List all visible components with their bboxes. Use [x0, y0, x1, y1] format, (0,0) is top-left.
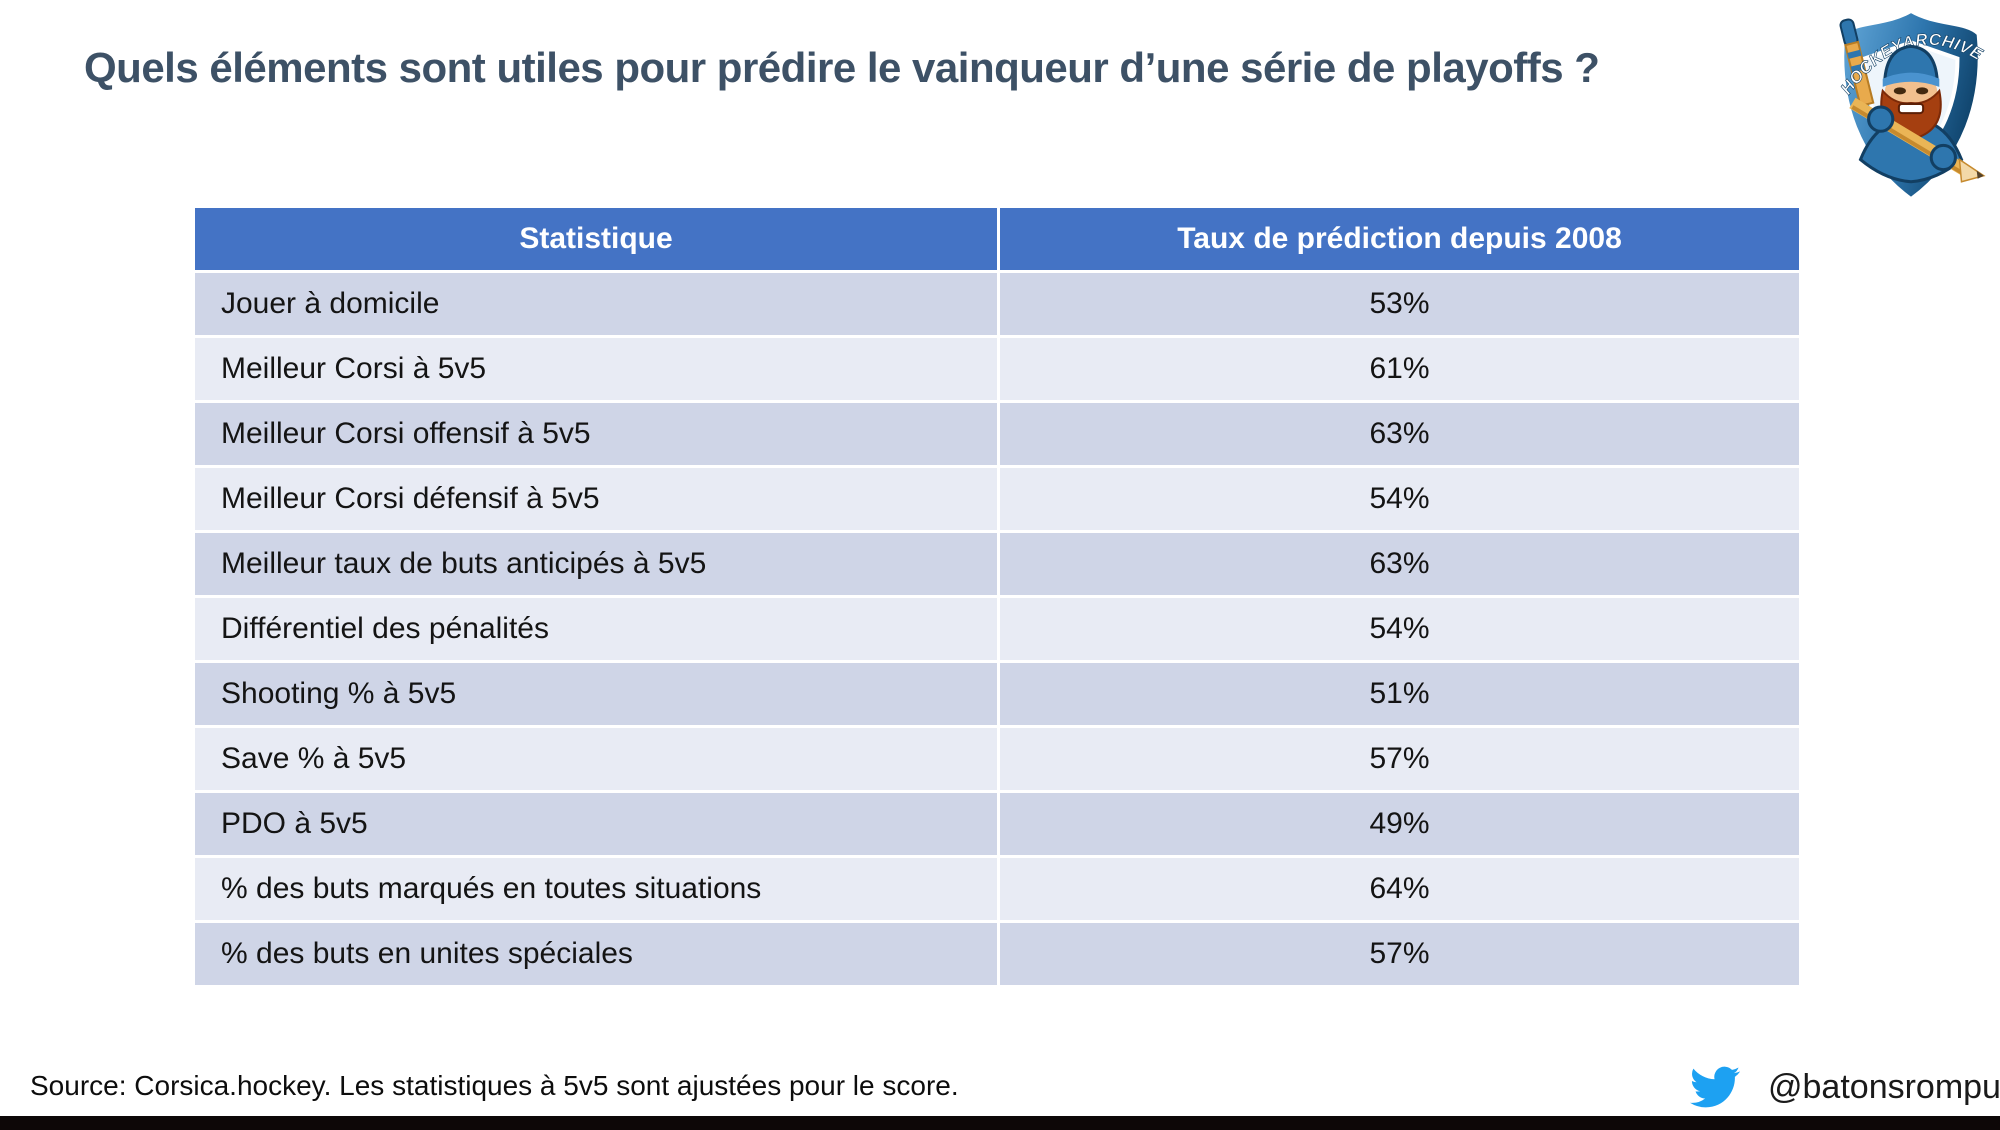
- stat-label: Meilleur taux de buts anticipés à 5v5: [195, 533, 997, 595]
- stat-value: 61%: [1000, 338, 1799, 400]
- column-header-statistique: Statistique: [195, 208, 997, 270]
- stat-label: % des buts marqués en toutes situations: [195, 858, 997, 920]
- table-row: Meilleur Corsi défensif à 5v5 54%: [195, 468, 1799, 530]
- stat-value: 63%: [1000, 403, 1799, 465]
- small-hockey-stick-icon: [1839, 18, 1875, 108]
- stat-value: 57%: [1000, 923, 1799, 985]
- stat-value: 53%: [1000, 273, 1799, 335]
- table-row: Shooting % à 5v5 51%: [195, 663, 1799, 725]
- bottom-accent-bar: [0, 1116, 2000, 1130]
- table-row: Save % à 5v5 57%: [195, 728, 1799, 790]
- page-title: Quels éléments sont utiles pour prédire …: [84, 44, 1600, 91]
- stat-value: 57%: [1000, 728, 1799, 790]
- stat-value: 54%: [1000, 598, 1799, 660]
- stat-label: Meilleur Corsi offensif à 5v5: [195, 403, 997, 465]
- pencil-hockey-stick-icon: [1849, 97, 1986, 183]
- stat-label: Différentiel des pénalités: [195, 598, 997, 660]
- table-row: Différentiel des pénalités 54%: [195, 598, 1799, 660]
- stat-label: Meilleur Corsi à 5v5: [195, 338, 997, 400]
- stat-label: Shooting % à 5v5: [195, 663, 997, 725]
- stat-label: PDO à 5v5: [195, 793, 997, 855]
- table-row: % des buts marqués en toutes situations …: [195, 858, 1799, 920]
- stat-value: 64%: [1000, 858, 1799, 920]
- table-header-row: Statistique Taux de prédiction depuis 20…: [195, 208, 1799, 270]
- table-row: Meilleur Corsi à 5v5 61%: [195, 338, 1799, 400]
- stat-label: % des buts en unites spéciales: [195, 923, 997, 985]
- stat-label: Meilleur Corsi défensif à 5v5: [195, 468, 997, 530]
- twitter-icon: [1690, 1066, 1740, 1108]
- stat-value: 49%: [1000, 793, 1799, 855]
- column-header-taux: Taux de prédiction depuis 2008: [1000, 208, 1799, 270]
- table-row: PDO à 5v5 49%: [195, 793, 1799, 855]
- stat-label: Jouer à domicile: [195, 273, 997, 335]
- table-row: Meilleur Corsi offensif à 5v5 63%: [195, 403, 1799, 465]
- table-row: % des buts en unites spéciales 57%: [195, 923, 1799, 985]
- stat-value: 51%: [1000, 663, 1799, 725]
- prediction-table: Statistique Taux de prédiction depuis 20…: [195, 208, 1799, 988]
- stat-value: 63%: [1000, 533, 1799, 595]
- stat-value: 54%: [1000, 468, 1799, 530]
- table-row: Meilleur taux de buts anticipés à 5v5 63…: [195, 533, 1799, 595]
- stat-label: Save % à 5v5: [195, 728, 997, 790]
- table-row: Jouer à domicile 53%: [195, 273, 1799, 335]
- twitter-handle: @batonsrompus: [1768, 1068, 2000, 1106]
- source-note: Source: Corsica.hockey. Les statistiques…: [30, 1070, 959, 1101]
